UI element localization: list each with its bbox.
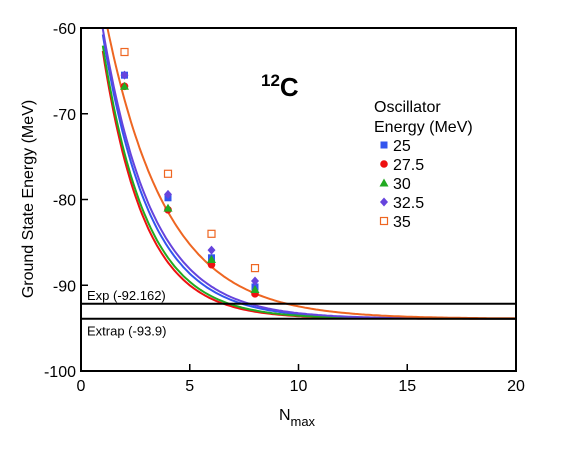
point-30-2 bbox=[207, 255, 216, 264]
fit-curves bbox=[101, 28, 516, 320]
x-tick-label-20: 20 bbox=[507, 378, 525, 395]
point-35-3 bbox=[250, 264, 260, 273]
point-30-3 bbox=[250, 285, 260, 294]
curve-30 bbox=[101, 45, 516, 320]
data-markers bbox=[120, 47, 260, 298]
legend-label-25: 25 bbox=[393, 138, 411, 155]
x-tick-label-10: 10 bbox=[290, 378, 308, 395]
reference-line-label-2: Extrap (-93.9) bbox=[87, 324, 166, 339]
point-30-0 bbox=[120, 81, 129, 90]
nucleus-mass-number: 12 bbox=[261, 71, 280, 90]
x-tick-label-5: 5 bbox=[185, 378, 194, 395]
point-35-1 bbox=[163, 169, 173, 178]
legend-label-30: 30 bbox=[393, 176, 411, 193]
x-axis-label-subscript: max bbox=[291, 414, 316, 429]
legend-label-35: 35 bbox=[393, 214, 411, 231]
x-tick-label-15: 15 bbox=[398, 378, 416, 395]
nucleus-symbol: C bbox=[280, 72, 299, 102]
y-tick-label-100: -100 bbox=[44, 364, 76, 381]
point-32-5-2 bbox=[207, 245, 216, 255]
legend-items: 25 27.5 30 32.5 35 bbox=[379, 138, 424, 231]
y-tick-label-80: -80 bbox=[53, 193, 76, 210]
legend-title-line-1: Oscillator bbox=[374, 99, 441, 116]
legend-label-27-5: 27.5 bbox=[393, 157, 424, 174]
point-32-5-1 bbox=[164, 189, 172, 199]
x-axis-label: Nmax bbox=[279, 407, 316, 429]
legend-marker-32-5 bbox=[380, 197, 388, 207]
y-tick-label-70: -70 bbox=[53, 107, 76, 124]
y-tick-label-90: -90 bbox=[53, 278, 76, 295]
point-35-2 bbox=[207, 229, 216, 238]
legend-marker-35 bbox=[379, 216, 389, 226]
point-32-5-3 bbox=[251, 276, 259, 286]
legend-title-line-2: Energy (MeV) bbox=[374, 119, 473, 136]
reference-lines: Exp (-92.162) Extrap (-93.9) bbox=[81, 288, 516, 339]
x-tick-label-0: 0 bbox=[77, 378, 86, 395]
reference-line-label-1: Exp (-92.162) bbox=[87, 288, 166, 303]
legend-marker-30 bbox=[379, 178, 389, 187]
axis-ticks: 0 5 10 15 20 -60 -70 -80 -90 -100 bbox=[44, 21, 525, 395]
legend-label-32-5: 32.5 bbox=[393, 195, 424, 212]
legend-marker-25 bbox=[380, 141, 388, 149]
y-tick-label-60: -60 bbox=[53, 21, 76, 38]
point-35-0 bbox=[120, 47, 129, 57]
legend-marker-27-5 bbox=[380, 160, 388, 168]
legend: Oscillator Energy (MeV) 25 27.5 30 32.5 35 bbox=[374, 99, 473, 231]
nucleus-annotation: 12C bbox=[261, 71, 299, 102]
y-axis-label: Ground State Energy (MeV) bbox=[20, 100, 37, 298]
point-30-1 bbox=[163, 203, 173, 212]
point-32-5-0 bbox=[120, 70, 129, 80]
curve-27-5 bbox=[101, 50, 516, 320]
x-axis-label-main: N bbox=[279, 407, 291, 424]
curve-35 bbox=[106, 28, 516, 320]
